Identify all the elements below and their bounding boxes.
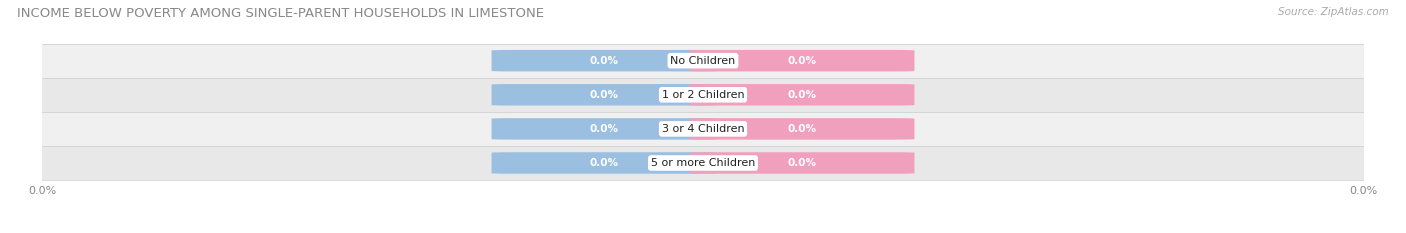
- Text: 0.0%: 0.0%: [589, 56, 619, 66]
- Text: INCOME BELOW POVERTY AMONG SINGLE-PARENT HOUSEHOLDS IN LIMESTONE: INCOME BELOW POVERTY AMONG SINGLE-PARENT…: [17, 7, 544, 20]
- FancyBboxPatch shape: [690, 50, 914, 72]
- Text: 0.0%: 0.0%: [787, 90, 817, 100]
- Text: 0.0%: 0.0%: [787, 124, 817, 134]
- FancyBboxPatch shape: [492, 152, 716, 174]
- FancyBboxPatch shape: [42, 146, 1364, 180]
- Text: 3 or 4 Children: 3 or 4 Children: [662, 124, 744, 134]
- FancyBboxPatch shape: [492, 84, 716, 106]
- FancyBboxPatch shape: [42, 112, 1364, 146]
- Text: 5 or more Children: 5 or more Children: [651, 158, 755, 168]
- FancyBboxPatch shape: [492, 50, 716, 72]
- FancyBboxPatch shape: [690, 118, 914, 140]
- Text: Source: ZipAtlas.com: Source: ZipAtlas.com: [1278, 7, 1389, 17]
- Text: 1 or 2 Children: 1 or 2 Children: [662, 90, 744, 100]
- Text: 0.0%: 0.0%: [589, 124, 619, 134]
- FancyBboxPatch shape: [42, 78, 1364, 112]
- FancyBboxPatch shape: [492, 118, 716, 140]
- Text: 0.0%: 0.0%: [787, 158, 817, 168]
- Text: 0.0%: 0.0%: [787, 56, 817, 66]
- FancyBboxPatch shape: [42, 44, 1364, 78]
- FancyBboxPatch shape: [690, 152, 914, 174]
- FancyBboxPatch shape: [690, 84, 914, 106]
- Text: 0.0%: 0.0%: [589, 90, 619, 100]
- Text: 0.0%: 0.0%: [589, 158, 619, 168]
- Text: No Children: No Children: [671, 56, 735, 66]
